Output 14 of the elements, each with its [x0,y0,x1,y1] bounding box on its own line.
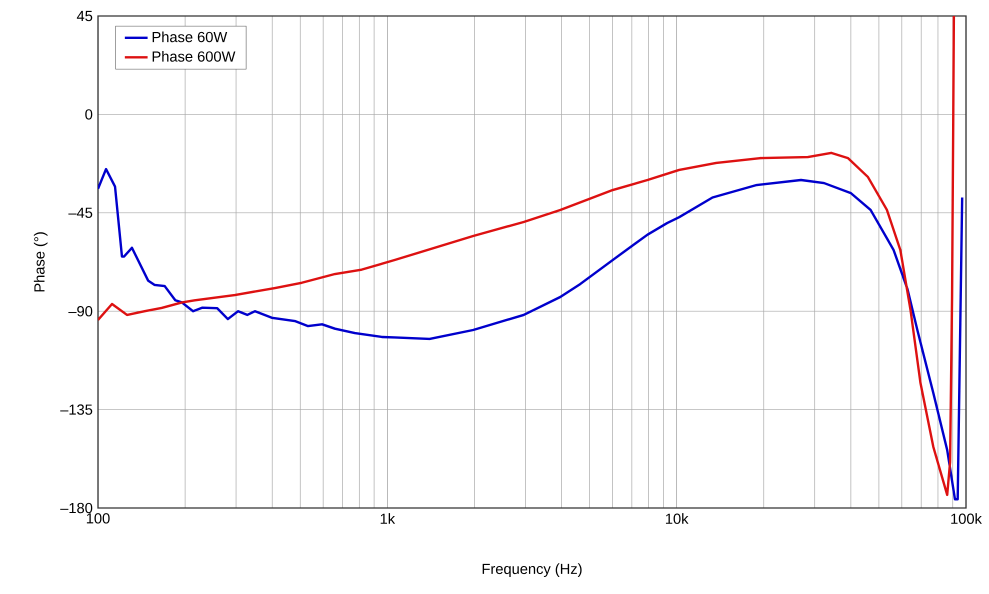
y-tick-label: –90 [68,306,92,316]
y-tick-label: –45 [68,208,92,218]
y-tick-label: 45 [76,10,92,22]
x-tick-label: 100k [951,513,982,524]
y-axis-title: Phase (°) [34,232,48,292]
legend-label: Phase 600W [152,50,236,62]
x-tick-label: 100 [86,513,110,524]
y-tick-label: –180 [60,502,92,514]
x-tick-label: 10k [666,513,689,524]
x-tick-label: 1k [380,513,396,524]
y-tick-label: –135 [60,404,92,415]
legend-label: Phase 60W [152,31,228,42]
x-axis-title: Frequency (Hz) [482,563,582,577]
y-tick-label: 0 [85,109,92,120]
